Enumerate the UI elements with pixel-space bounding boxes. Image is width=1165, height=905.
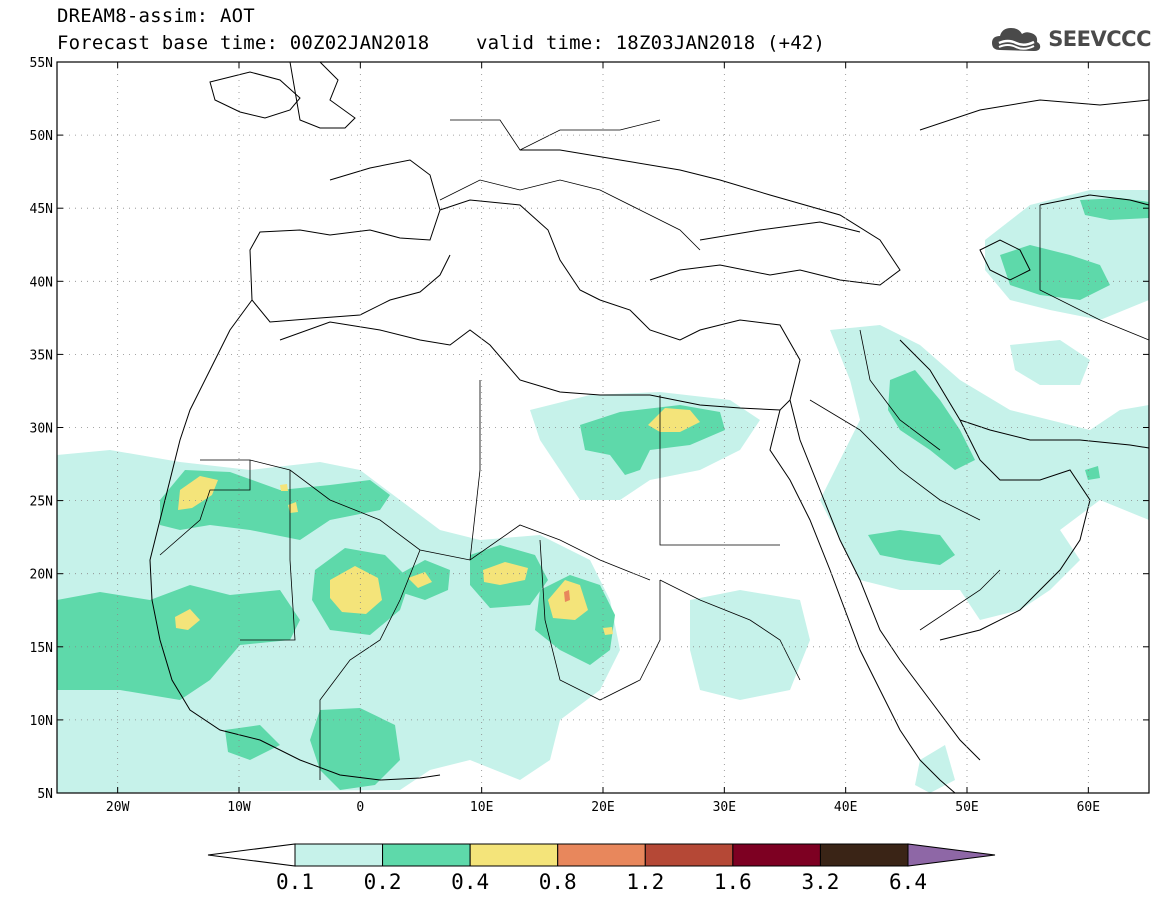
lat-tick-label: 25N bbox=[30, 495, 53, 510]
lon-tick-label: 30E bbox=[713, 800, 736, 815]
axis-ticks: 55N 50N 45N 40N 35N 30N 25N 20N 15N 10N 5N 20W 10W 0 1… bbox=[30, 56, 1149, 815]
colorbar-level-label: 0.8 bbox=[538, 870, 577, 894]
country-borders bbox=[159, 119, 1149, 780]
lat-tick-label: 30N bbox=[30, 422, 53, 437]
colorbar-segment bbox=[732, 843, 821, 867]
aot-field bbox=[57, 62, 1149, 793]
colorbar bbox=[207, 843, 996, 867]
lon-tick-label: 60E bbox=[1077, 800, 1100, 815]
chart-title-line-1: DREAM8-assim: AOT bbox=[57, 5, 255, 27]
lon-tick-label: 50E bbox=[955, 800, 978, 815]
lon-tick-label: 20W bbox=[106, 800, 130, 815]
lat-tick-label: 55N bbox=[30, 56, 53, 71]
lon-tick-label: 10W bbox=[227, 800, 251, 815]
colorbar-level-label: 1.2 bbox=[626, 870, 665, 894]
lat-tick-label: 40N bbox=[30, 275, 53, 290]
colorbar-level-label: 3.2 bbox=[801, 870, 840, 894]
colorbar-high-arrow bbox=[907, 843, 996, 867]
aot-band-0.8-1.2 bbox=[564, 590, 570, 602]
lat-tick-label: 20N bbox=[30, 568, 53, 583]
seevccc-logo: SEEVCCC bbox=[990, 22, 1151, 56]
coastlines bbox=[149, 62, 1149, 793]
colorbar-segment bbox=[644, 843, 734, 867]
lat-tick-label: 15N bbox=[30, 641, 53, 656]
colorbar-level-label: 1.6 bbox=[713, 870, 752, 894]
lat-tick-label: 35N bbox=[30, 348, 53, 363]
colorbar-segment bbox=[557, 843, 646, 867]
colorbar-segment bbox=[382, 843, 471, 867]
colorbar-level-label: 0.4 bbox=[451, 870, 490, 894]
lon-tick-label: 10E bbox=[470, 800, 493, 815]
lon-tick-label: 20E bbox=[591, 800, 614, 815]
colorbar-segment bbox=[469, 843, 559, 867]
colorbar-level-label: 6.4 bbox=[889, 870, 927, 894]
lon-tick-label: 0 bbox=[356, 800, 364, 815]
lon-tick-label: 40E bbox=[834, 800, 857, 815]
colorbar-low-arrow bbox=[207, 843, 296, 867]
colorbar-segment bbox=[819, 843, 909, 867]
lat-tick-label: 5N bbox=[37, 787, 53, 802]
gridlines bbox=[57, 62, 1149, 793]
colorbar-level-label: 0.2 bbox=[363, 870, 402, 894]
colorbar-segment bbox=[294, 843, 384, 867]
chart-title-line-2: Forecast base time: 00Z02JAN2018 valid t… bbox=[57, 32, 826, 54]
lat-tick-label: 50N bbox=[30, 129, 53, 144]
colorbar-level-label: 0.1 bbox=[276, 870, 314, 894]
cloud-icon bbox=[992, 28, 1041, 51]
logo-text: SEEVCCC bbox=[1048, 27, 1151, 51]
lat-tick-label: 45N bbox=[30, 202, 53, 217]
lat-tick-label: 10N bbox=[30, 714, 53, 729]
aot-band-0.4-0.8 bbox=[175, 408, 700, 635]
